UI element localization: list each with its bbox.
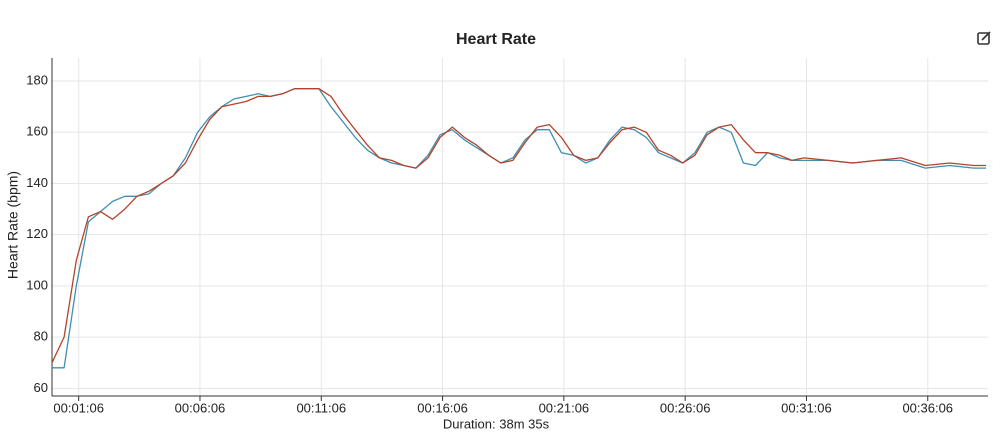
series-line [51, 88, 986, 363]
x-tick-label: 00:31:06 [781, 400, 832, 415]
x-tick-label: 00:26:06 [660, 400, 711, 415]
x-tick-label: 00:36:06 [902, 400, 953, 415]
x-tick-label: 00:16:06 [417, 400, 468, 415]
y-tick-label: 180 [26, 72, 48, 87]
chart-title: Heart Rate [456, 31, 536, 48]
y-tick-label: 140 [26, 175, 48, 190]
x-tick-label: 00:01:06 [53, 400, 104, 415]
y-tick-label: 60 [34, 380, 48, 395]
x-tick-label: 00:06:06 [175, 400, 226, 415]
y-tick-label: 80 [34, 329, 48, 344]
y-tick-label: 120 [26, 226, 48, 241]
x-tick-label: 00:11:06 [296, 400, 346, 415]
series-line [52, 88, 986, 369]
x-axis-label: Duration: 38m 35s [443, 416, 550, 431]
y-tick-label: 160 [26, 124, 48, 139]
x-tick-label: 00:21:06 [539, 400, 590, 415]
edit-icon[interactable] [977, 31, 991, 45]
y-tick-label: 100 [26, 277, 48, 292]
y-axis-label: Heart Rate (bpm) [5, 171, 21, 279]
